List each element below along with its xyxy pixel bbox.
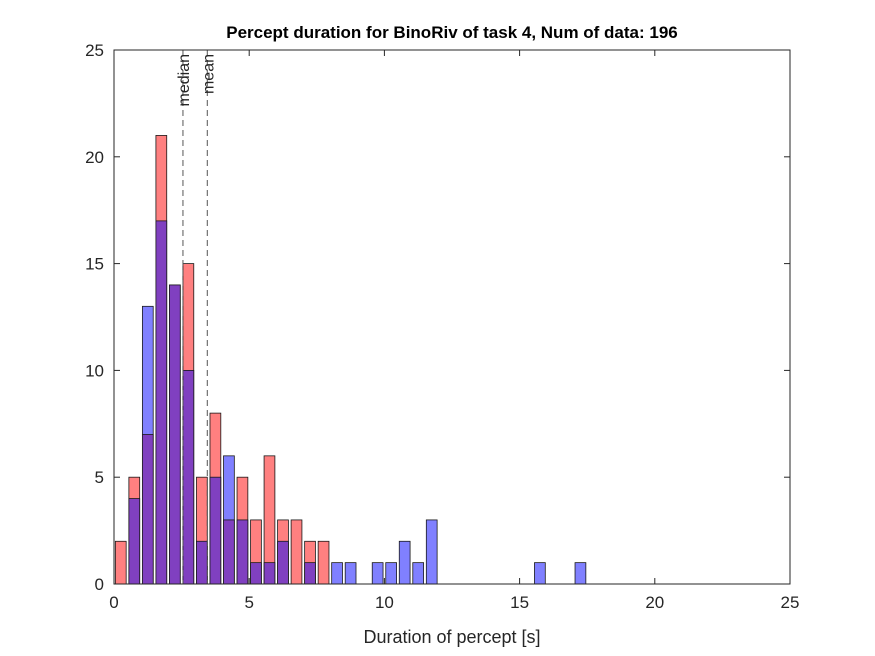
reference-label-median: median	[176, 54, 193, 106]
bar-series-2	[385, 562, 397, 585]
y-tick-label: 15	[85, 255, 104, 274]
bar-overlap	[263, 562, 276, 585]
bar-series-2	[331, 562, 343, 585]
y-tick-label: 5	[95, 468, 104, 487]
bar-series-2	[398, 540, 411, 585]
bar-overlap	[236, 519, 249, 585]
plot-frame	[113, 49, 791, 585]
bar-overlap	[277, 540, 289, 585]
y-tick-label: 25	[85, 41, 104, 60]
y-tick-label: 20	[85, 148, 104, 167]
bar-overlap	[141, 434, 154, 585]
bar-overlap	[250, 562, 262, 585]
bar-overlap	[155, 220, 168, 585]
bar-overlap	[182, 369, 195, 585]
bar-overlap	[169, 284, 181, 585]
x-tick-label: 20	[645, 593, 664, 612]
x-tick-label: 15	[510, 593, 529, 612]
bar-series-1	[114, 540, 127, 585]
ticks-group: 0 5 10 15 20 25 0 5 10 15 20 25	[85, 41, 799, 612]
bar-series-2	[412, 562, 425, 585]
bar-series-1	[317, 540, 330, 585]
bar-series-2	[344, 562, 357, 585]
y-tick-label: 10	[85, 361, 104, 380]
bar-series-1	[290, 519, 303, 585]
bar-series-2	[371, 562, 384, 585]
bar-series-2	[574, 562, 587, 585]
chart-title: Percept duration for BinoRiv of task 4, …	[226, 23, 678, 42]
bar-overlap	[196, 540, 208, 585]
x-tick-label: 10	[375, 593, 394, 612]
y-tick-label: 0	[95, 575, 104, 594]
x-tick-label: 5	[244, 593, 253, 612]
x-axis-label: Duration of percept [s]	[363, 627, 540, 647]
bar-overlap	[304, 562, 316, 585]
bar-overlap	[223, 519, 235, 585]
bar-series-2	[425, 519, 438, 585]
reference-label-mean: mean	[200, 54, 217, 94]
x-tick-label: 0	[109, 593, 118, 612]
x-tick-label: 25	[781, 593, 800, 612]
reference-lines-group: median mean	[176, 50, 217, 584]
bar-overlap	[209, 476, 222, 585]
bar-series-2	[534, 562, 546, 585]
bar-overlap	[128, 498, 141, 585]
